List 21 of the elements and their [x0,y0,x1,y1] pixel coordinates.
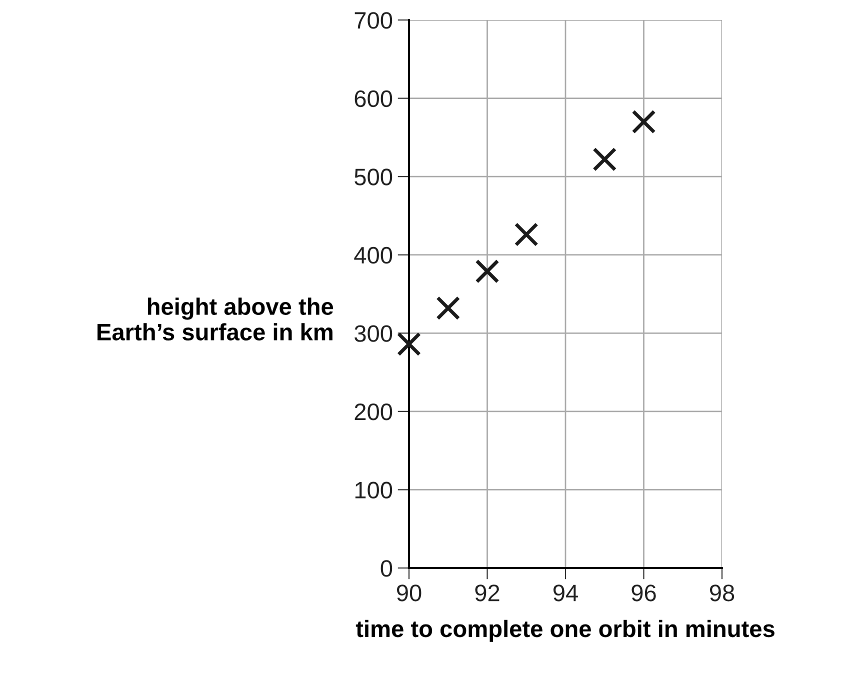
y-tick-label: 300 [354,325,392,342]
point [592,147,617,172]
point [396,332,422,356]
y-tick-label: 600 [354,90,392,108]
y-tick-label: 100 [355,482,392,498]
y-tick-label: 400 [354,246,392,264]
y-tick-label: 700 [354,12,392,29]
point [475,259,500,284]
point [436,296,460,320]
point [514,222,538,247]
x-tick-label: 96 [632,584,656,602]
y-tick-label: 500 [354,168,392,186]
x-tick-label: 98 [710,584,734,602]
x-axis-title: time to complete one orbit in minutes [356,620,774,642]
y-tick-label: 200 [354,403,392,420]
point [632,110,656,134]
x-tick-label: 94 [553,584,578,602]
x-tick-label: 90 [396,584,422,602]
y-axis-title: height above the Earth’s surface in km [98,298,334,341]
y-tick-label: 0 [380,560,392,577]
x-tick-label: 92 [475,584,500,602]
